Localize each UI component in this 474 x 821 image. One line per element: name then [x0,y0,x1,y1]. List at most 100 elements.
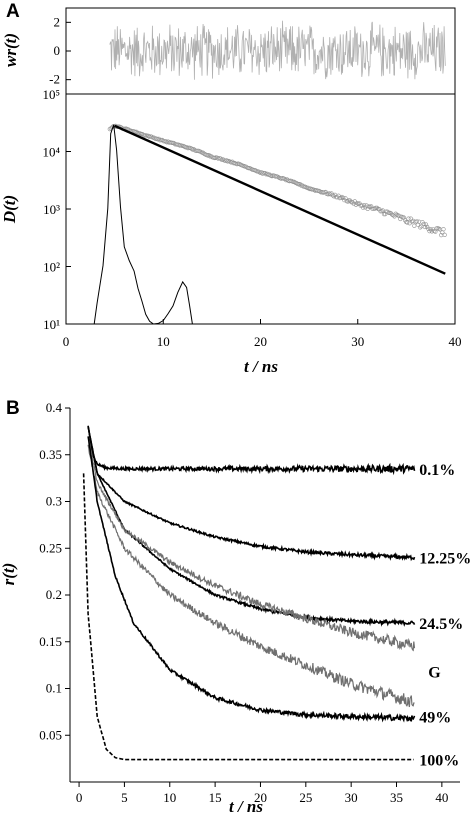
anisotropy-series-line [87,437,416,652]
residuals-y-ticks: 2 0 -2 [49,14,71,87]
decay-data-point [338,195,343,200]
series-annotation: G [428,665,441,682]
decay-data-point [379,209,384,214]
anisotropy-x-ticks: 0 5 10 15 20 25 30 35 40 [76,782,448,805]
decay-data-point [315,188,320,193]
residuals-line [109,20,446,80]
decay-data-point [257,169,262,174]
decay-data-point [423,222,429,227]
decay-y-axis-label: D(t) [0,195,19,224]
decay-data-point [350,200,355,205]
decay-x-tick-label: 40 [449,334,462,349]
residuals-y-tick-label: 2 [54,14,61,29]
panel-b-label: B [6,398,20,419]
panel-a-label: A [6,1,20,22]
decay-data-point [149,134,154,139]
decay-data-point [206,153,212,158]
decay-data-point [218,156,223,161]
decay-data-point [253,168,258,173]
anisotropy-x-tick-label: 30 [345,790,358,805]
decay-data-point [224,158,229,163]
decay-data-point [374,205,380,210]
anisotropy-y-tick-label: 0.1 [46,681,62,696]
decay-data-point [330,193,335,198]
decay-y-tick-label: 10⁵ [42,87,60,102]
decay-data-point [355,201,360,206]
decay-data-point [282,176,287,182]
decay-data-point [275,174,280,179]
decay-x-tick-label: 0 [63,334,70,349]
anisotropy-plot: 0 5 10 15 20 25 30 35 40 0.40.350.30.250.20.150.… [0,400,471,816]
decay-data-point [248,166,254,171]
decay-x-tick-label: 10 [157,334,170,349]
decay-series [93,123,447,325]
decay-data-point [199,150,205,155]
anisotropy-x-tick-label: 35 [390,790,403,805]
anisotropy-x-tick-label: 5 [121,790,128,805]
residuals-y-tick-label: -2 [49,72,60,87]
decay-y-tick-label: 10³ [43,202,60,217]
anisotropy-x-tick-label: 15 [209,790,222,805]
anisotropy-x-tick-label: 25 [299,790,312,805]
anisotropy-y-tick-label: 0.15 [39,634,62,649]
decay-fit-line [114,124,446,275]
decay-data-point [159,137,164,143]
decay-data-point [327,191,332,196]
residuals-trace [109,20,446,80]
decay-y-ticks: 10⁵ 10⁴ 10³ 10² 10¹ [42,87,71,332]
anisotropy-series [82,425,416,761]
decay-data-point [336,193,341,198]
decay-data-point [412,223,417,228]
decay-data-point [442,232,447,237]
decay-y-tick-label: 10⁴ [42,145,60,160]
decay-data-point [308,186,313,191]
series-annotation: 12.25% [419,551,471,568]
anisotropy-y-ticks: 0.4 0.35 0.3 0.25 0.2 0.15 0.1 0.05 [39,400,70,742]
decay-x-tick-label: 20 [254,334,267,349]
anisotropy-x-tick-label: 0 [76,790,83,805]
anisotropy-y-tick-label: 0.3 [46,494,62,509]
decay-data-point [362,203,367,208]
decay-data-point [405,220,410,225]
decay-data-point [426,226,431,231]
decay-data-point [171,141,176,146]
decay-data-point [182,144,187,149]
decay-data-point [328,192,333,197]
anisotropy-x-tick-label: 10 [163,790,176,805]
decay-x-tick-label: 30 [351,334,364,349]
series-annotation: 24.5% [419,616,463,633]
decay-data-point [152,135,157,140]
decay-data-point [297,182,303,187]
decay-data-point [359,203,364,208]
decay-data-point [306,185,311,190]
decay-data-point [341,195,346,200]
decay-data-point [244,164,249,169]
anisotropy-series-line [87,426,416,627]
series-annotation: 49% [419,710,451,727]
decay-y-tick-label: 10² [43,260,60,275]
anisotropy-series-line [87,425,416,476]
decay-data-point [369,204,374,209]
residuals-y-tick-label: 0 [54,43,61,58]
decay-data-point [300,183,305,188]
anisotropy-y-tick-label: 0.2 [46,587,62,602]
decay-data-point [383,212,388,217]
anisotropy-y-tick-label: 0.05 [39,727,62,742]
decay-data-point [230,159,235,164]
anisotropy-series-line [87,426,416,562]
anisotropy-x-tick-label: 40 [435,790,448,805]
residuals-plot: 2 0 -2 wr(t) [1,7,456,95]
series-annotation: 0.1% [419,462,455,479]
decay-data-point [208,154,213,159]
anisotropy-axes [69,408,460,783]
decay-plot: 0 10 20 30 40 10⁵ 10⁴ 10³ 10² 10¹ t / ns D(t) [0,87,462,376]
anisotropy-annotations: 0.1% 12.25% 24.5% G 49% 100% [419,462,471,770]
decay-data-point [209,154,214,159]
anisotropy-series-line [87,436,416,723]
decay-data-point [198,149,203,154]
anisotropy-y-tick-label: 0.4 [46,400,63,415]
decay-data-point [265,171,270,176]
decay-data-point [163,139,168,144]
irf-line [93,124,193,325]
